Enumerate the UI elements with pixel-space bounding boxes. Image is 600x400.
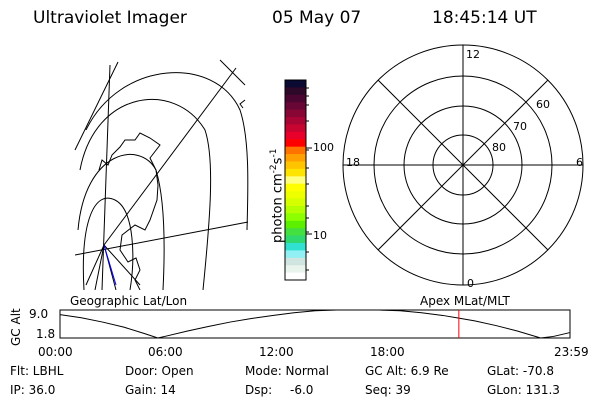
glat-status: GLat: -70.8 — [487, 364, 554, 378]
altitude-line — [59, 309, 571, 339]
lat-circle — [82, 197, 134, 290]
lat-label-80: 80 — [492, 141, 506, 154]
colorbar-band — [285, 109, 306, 118]
orbit-ytick: 9.0 — [29, 307, 49, 321]
meridian — [103, 244, 141, 286]
colorbar-band — [285, 176, 306, 185]
sun-direction-line — [103, 244, 117, 286]
glon-status: GLon: 131.3 — [487, 383, 560, 397]
colorbar-band — [285, 87, 306, 96]
meridian — [74, 61, 119, 151]
colorbar-frame — [284, 79, 307, 281]
colorbar-band — [285, 205, 306, 214]
colorbar-band — [285, 213, 306, 222]
colorbar-exp: -2 — [269, 164, 279, 174]
colorbar-band — [285, 102, 306, 111]
colorbar-unit-s: s — [270, 157, 286, 165]
gain-status: Gain: 14 — [125, 383, 176, 397]
colorbar-tick-10: 10 — [313, 229, 327, 242]
colorbar-exp: -1 — [269, 148, 279, 158]
apex-label: Apex MLat/MLT — [420, 294, 510, 308]
dsp-label: Dsp: — [245, 383, 273, 397]
colorbar-band — [285, 265, 306, 274]
colorbar-band — [285, 154, 306, 162]
orbit-xtick: 18:00 — [370, 345, 405, 359]
colorbar-band — [285, 80, 306, 88]
orbit-xtick: 00:00 — [38, 345, 73, 359]
colorbar-band — [285, 117, 306, 125]
colorbar-band — [285, 257, 306, 266]
mlt-label-12: 12 — [466, 48, 480, 61]
colorbar-band — [285, 272, 306, 281]
colorbar-band — [285, 191, 306, 200]
colorbar-tick-100: 100 — [313, 141, 334, 154]
orbit-ytick: 1.8 — [36, 327, 56, 341]
geographic-label: Geographic Lat/Lon — [70, 294, 188, 308]
mlt-label-18: 18 — [346, 156, 360, 169]
orbit-xtick: 12:00 — [259, 345, 294, 359]
colorbar-band — [285, 139, 306, 148]
colorbar-band — [285, 198, 306, 207]
lat-label-70: 70 — [513, 120, 527, 133]
coastline — [98, 132, 161, 290]
orbit-plot-frame — [59, 309, 571, 339]
colorbar-label: photon cm-2s-1 — [268, 148, 286, 243]
colorbar-band — [285, 131, 306, 140]
colorbar-band — [285, 183, 306, 192]
colorbar-band — [285, 161, 306, 170]
meridian — [103, 67, 237, 246]
coastline — [239, 99, 246, 109]
colorbar-band — [285, 242, 306, 251]
colorbar-band — [285, 124, 306, 133]
colorbar-band — [285, 235, 306, 244]
meridian — [101, 64, 111, 290]
time-label: 18:45:14 UT — [432, 8, 537, 28]
orbit-xtick: 23:59 — [554, 345, 589, 359]
mode-status: Mode: Normal — [245, 364, 329, 378]
colorbar-band — [285, 94, 306, 103]
colorbar-band — [285, 228, 306, 237]
lat-label-60: 60 — [536, 98, 550, 111]
colorbar-band — [285, 146, 306, 155]
gc-alt-status: GC Alt: 6.9 Re — [365, 364, 449, 378]
mlt-label-6: 6 — [576, 156, 583, 169]
meridian — [74, 221, 249, 256]
door-status: Door: Open — [125, 364, 194, 378]
ip-status: IP: 36.0 — [10, 383, 56, 397]
lat-circle — [79, 98, 212, 290]
colorbar-band — [285, 168, 306, 177]
orbit-ylabel: GC Alt — [9, 308, 23, 346]
colorbar-unit: photon cm — [270, 173, 286, 243]
seq-status: Seq: 39 — [365, 383, 411, 397]
mlt-label-0: 0 — [467, 277, 474, 290]
dsp-value: -6.0 — [290, 383, 314, 397]
mlt-line — [377, 79, 549, 251]
filter-status: Flt: LBHL — [10, 364, 64, 378]
lat-circle — [85, 72, 249, 231]
colorbar-band — [285, 250, 306, 259]
instrument-title: Ultraviolet Imager — [33, 8, 187, 28]
date-label: 05 May 07 — [272, 8, 362, 28]
meridian — [219, 59, 246, 86]
orbit-xtick: 06:00 — [148, 345, 183, 359]
colorbar-band — [285, 220, 306, 229]
